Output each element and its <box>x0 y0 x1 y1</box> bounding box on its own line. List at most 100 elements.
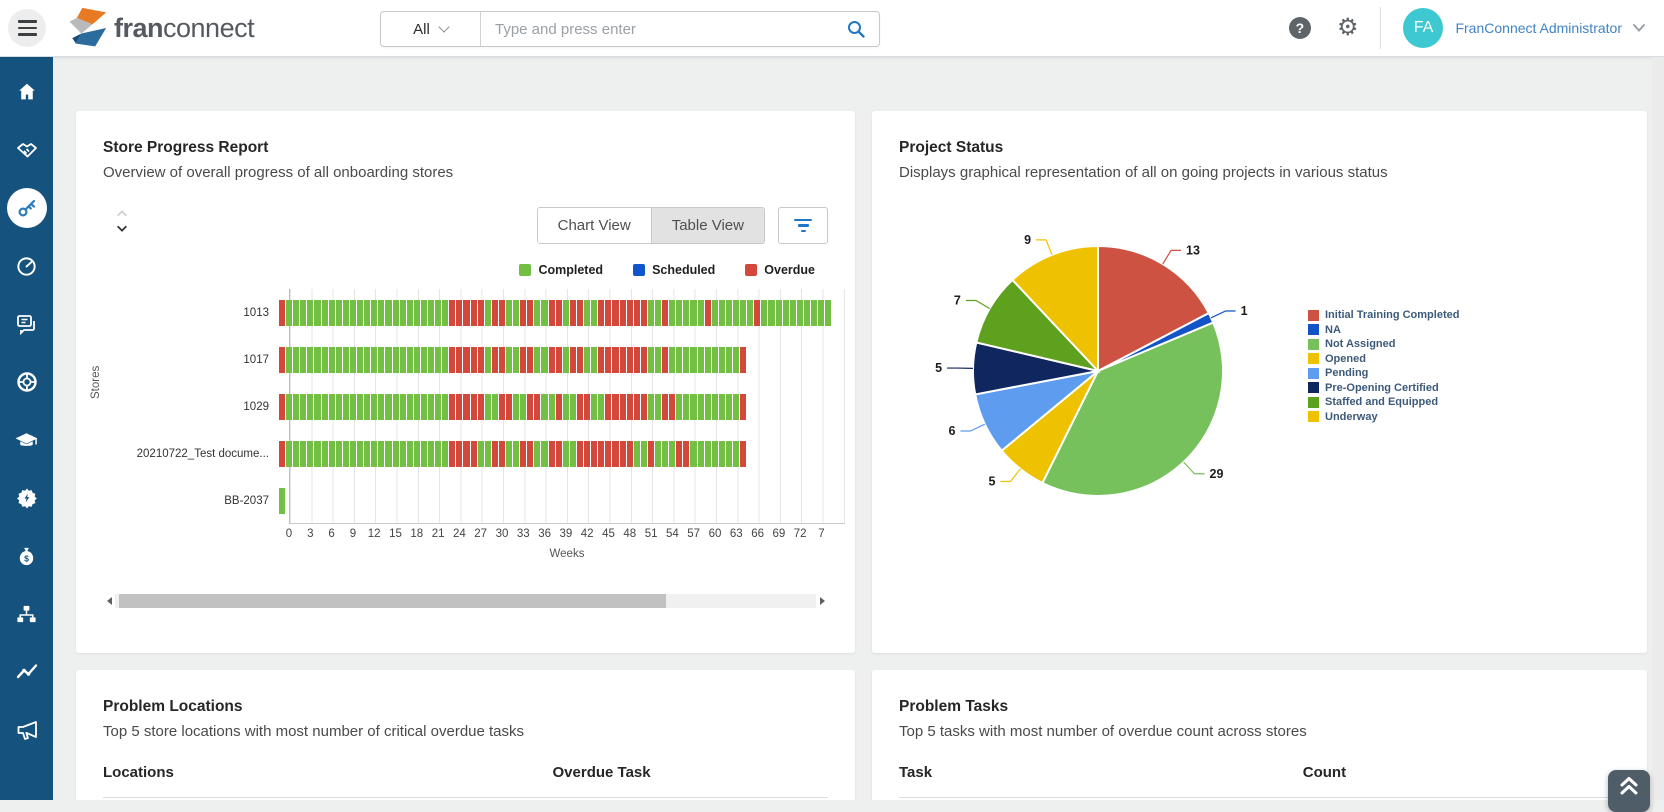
sidebar-item-hierarchy[interactable] <box>0 585 53 643</box>
pie-legend-item-opened[interactable]: Opened <box>1308 353 1459 365</box>
double-chevron-up-icon <box>1618 775 1640 799</box>
chart-view-button[interactable]: Chart View <box>538 208 651 243</box>
bar-segment <box>818 300 824 326</box>
bar-segment <box>279 394 285 420</box>
svg-text:$: $ <box>24 553 29 563</box>
search-input[interactable] <box>481 21 833 38</box>
store-progress-card: Store Progress Report Overview of overal… <box>76 111 855 653</box>
bar-segment <box>627 441 633 467</box>
help-icon[interactable]: ? <box>1289 17 1311 39</box>
bar-segment <box>719 394 725 420</box>
legend-item-completed[interactable]: Completed <box>519 263 603 277</box>
page-scrollbar[interactable] <box>1652 57 1664 800</box>
bar-segment <box>322 347 328 373</box>
bar-segment <box>364 441 370 467</box>
user-name[interactable]: FranConnect Administrator <box>1455 20 1622 36</box>
x-tick-label: 0 <box>278 528 300 540</box>
card-subtitle: Displays graphical representation of all… <box>872 157 1647 181</box>
bar-segment <box>768 300 774 326</box>
sidebar-item-onboarding[interactable] <box>0 179 53 237</box>
chevron-down-icon[interactable] <box>115 221 129 235</box>
bar-segment <box>385 441 391 467</box>
sidebar-item-finance[interactable]: $ <box>0 527 53 585</box>
bar-segment <box>499 300 505 326</box>
bar-segment <box>612 441 618 467</box>
scrollbar-thumb[interactable] <box>119 594 666 608</box>
sidebar-item-partners[interactable] <box>0 121 53 179</box>
legend-label: Overdue <box>764 263 815 277</box>
user-menu-chevron-icon[interactable] <box>1632 23 1646 33</box>
sidebar-item-performance[interactable] <box>0 643 53 701</box>
pie-value-label: 5 <box>935 361 942 375</box>
bar-segment <box>584 347 590 373</box>
x-tick-label: 69 <box>768 528 790 540</box>
filter-button[interactable] <box>778 207 828 244</box>
sidebar-item-feedback[interactable] <box>0 295 53 353</box>
legend-item-scheduled[interactable]: Scheduled <box>633 263 715 277</box>
stacked-bar[interactable] <box>279 441 835 467</box>
stacked-bar[interactable] <box>279 394 835 420</box>
sidebar-item-dashboard[interactable] <box>0 237 53 295</box>
bar-segment <box>506 300 512 326</box>
bar-segment <box>414 394 420 420</box>
bar-segment <box>534 300 540 326</box>
bar-segment <box>421 347 427 373</box>
bar-segment <box>541 441 547 467</box>
sidebar-item-automation[interactable] <box>0 469 53 527</box>
pie-legend-item-not-assigned[interactable]: Not Assigned <box>1308 338 1459 350</box>
avatar[interactable]: FA <box>1403 8 1443 48</box>
bar-segment <box>527 347 533 373</box>
bar-segment <box>478 394 484 420</box>
bar-segment <box>783 300 789 326</box>
life-ring-icon <box>15 370 39 394</box>
chevron-up-icon[interactable] <box>115 207 129 221</box>
pie-legend-item-pre-opening-certified[interactable]: Pre-Opening Certified <box>1308 382 1459 394</box>
bar-segment <box>421 394 427 420</box>
bar-segment <box>669 394 675 420</box>
table-view-button[interactable]: Table View <box>651 208 764 243</box>
bar-segment <box>286 394 292 420</box>
bar-segment <box>286 441 292 467</box>
stacked-bar[interactable] <box>279 300 835 326</box>
sidebar-item-training[interactable] <box>0 411 53 469</box>
collapse-control[interactable] <box>115 207 129 235</box>
header-divider <box>1380 7 1381 49</box>
bar-segment <box>478 441 484 467</box>
bar-segment <box>378 347 384 373</box>
bar-segment <box>442 300 448 326</box>
bar-segment <box>364 394 370 420</box>
pie-legend-item-initial-training-completed[interactable]: Initial Training Completed <box>1308 309 1459 321</box>
sidebar-item-support[interactable] <box>0 353 53 411</box>
legend-item-overdue[interactable]: Overdue <box>745 263 815 277</box>
search-scope-select[interactable]: All <box>381 12 481 46</box>
bar-segment <box>627 394 633 420</box>
bar-segment <box>449 347 455 373</box>
sidebar-item-home[interactable] <box>0 63 53 121</box>
hamburger-menu-button[interactable] <box>8 9 46 47</box>
bar-segment <box>371 300 377 326</box>
stacked-bar[interactable] <box>279 488 835 514</box>
bar-segment <box>605 394 611 420</box>
sidebar-item-announcements[interactable] <box>0 701 53 759</box>
pie-legend-item-staffed-and-equipped[interactable]: Staffed and Equipped <box>1308 396 1459 408</box>
bar-segment <box>612 347 618 373</box>
bar-segment <box>534 441 540 467</box>
stacked-bar[interactable] <box>279 347 835 373</box>
scroll-right-arrow[interactable] <box>816 594 828 608</box>
x-tick-label: 12 <box>363 528 385 540</box>
pie-legend-item-pending[interactable]: Pending <box>1308 367 1459 379</box>
scrollbar-track[interactable] <box>115 594 816 608</box>
gear-icon[interactable]: ⚙ <box>1337 16 1359 40</box>
pie-legend-item-na[interactable]: NA <box>1308 324 1459 336</box>
scroll-to-top-button[interactable] <box>1608 770 1650 812</box>
bar-segment <box>343 300 349 326</box>
pie-legend-item-underway[interactable]: Underway <box>1308 411 1459 423</box>
active-item-highlight <box>7 188 47 228</box>
franconnect-logo[interactable]: franconnect <box>64 5 254 51</box>
bar-segment <box>676 441 682 467</box>
bar-segment <box>570 300 576 326</box>
bar-segment <box>662 441 668 467</box>
scroll-left-arrow[interactable] <box>103 594 115 608</box>
search-button[interactable] <box>833 12 879 46</box>
